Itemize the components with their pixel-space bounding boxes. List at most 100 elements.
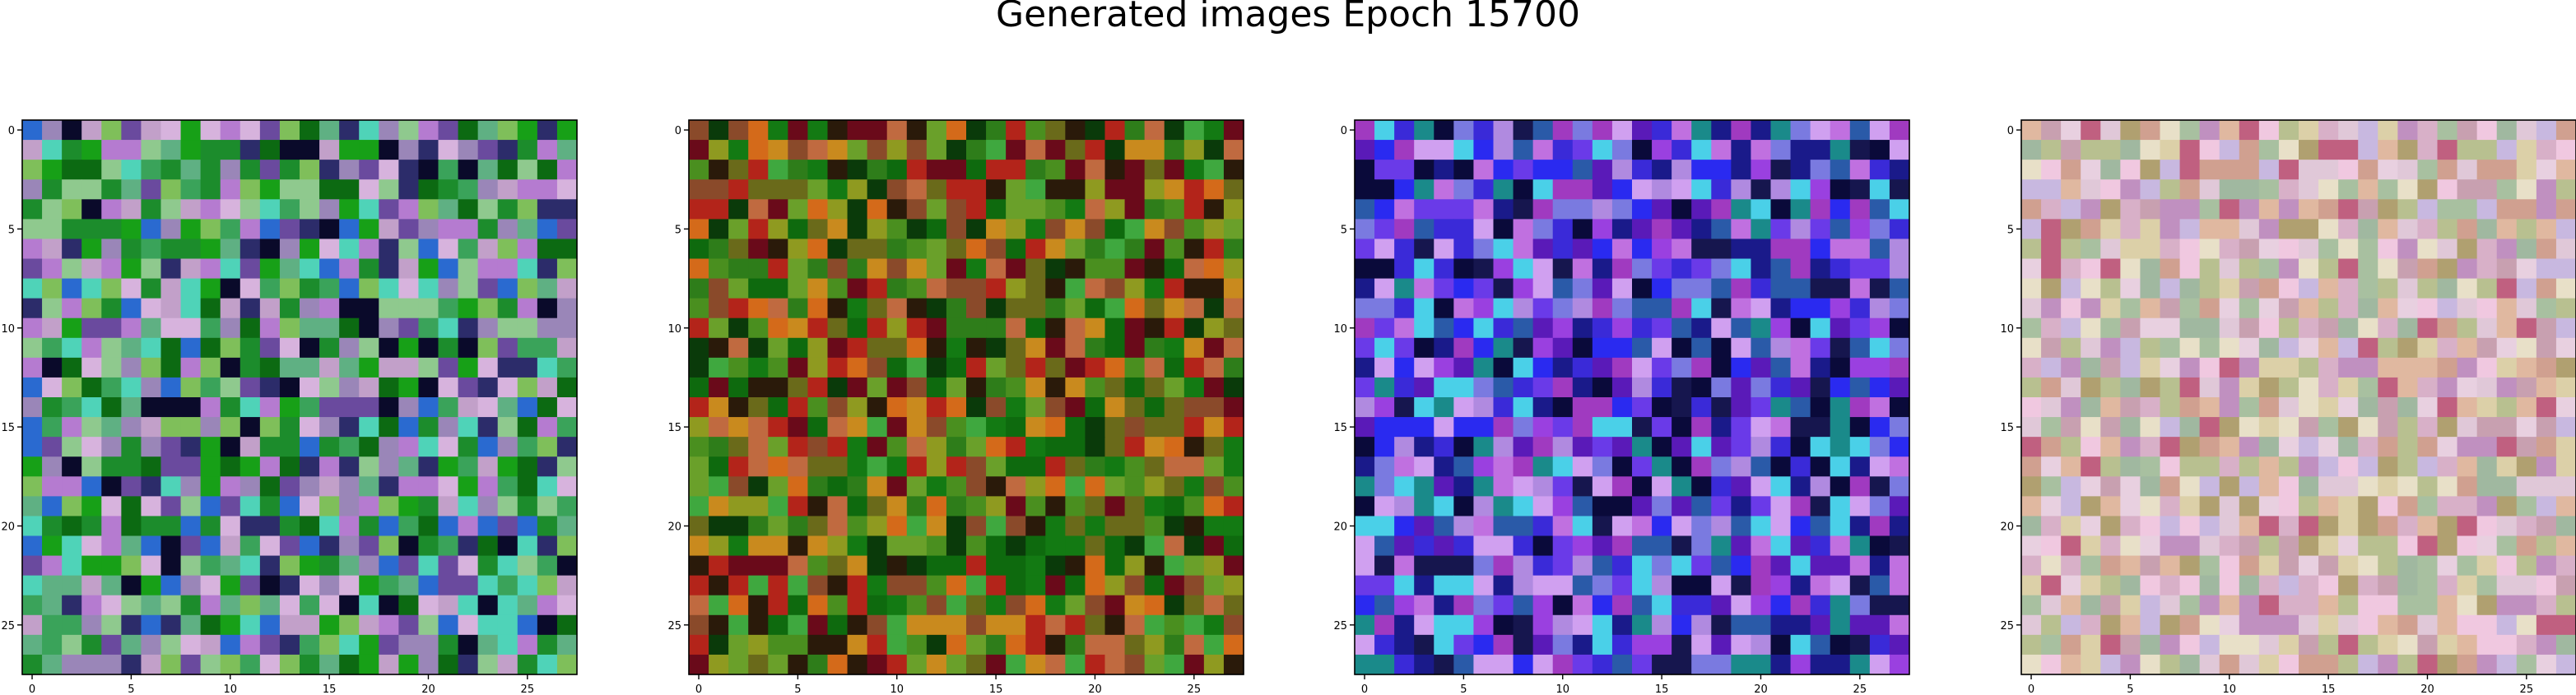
image-pixel [2299,476,2319,497]
image-pixel [359,397,379,418]
image-pixel [2397,417,2419,438]
image-pixel [926,535,947,557]
image-pixel [1869,516,1890,537]
image-pixel [2021,516,2042,537]
image-pixel [1632,555,1653,577]
image-pixel [1124,298,1146,319]
image-pixel [438,317,459,339]
image-pixel [2021,179,2042,200]
image-pixel [2457,654,2478,675]
image-pixel [319,476,340,497]
image-pixel [1552,654,1574,675]
image-pixel [768,219,788,240]
image-pixel [2140,575,2161,596]
image-pixel [1691,298,1712,319]
image-pixel [2140,437,2161,457]
image-pixel [1164,634,1185,656]
image-pixel [728,437,749,457]
image-pixel [2378,258,2398,280]
image-pixel [768,199,788,220]
image-pixel [2496,337,2518,359]
image-pixel [121,437,142,457]
image-pixel [1065,456,1086,477]
image-pixel [1493,160,1514,180]
image-pixel [1374,278,1395,299]
image-pixel [2457,397,2478,418]
image-pixel [200,160,221,180]
image-pixel [1414,219,1434,240]
image-pixel [339,634,360,656]
image-pixel [1830,476,1851,497]
image-pixel [1770,516,1792,537]
image-pixel [1355,140,1375,160]
image-pixel [2278,516,2299,537]
image-pixel [2179,535,2201,557]
image-pixel [2140,634,2161,656]
image-pixel [1532,120,1554,141]
image-pixel [1711,595,1732,616]
image-pixel [966,179,987,200]
image-pixel [477,535,499,557]
image-pixel [180,357,202,378]
image-pixel [2358,278,2378,299]
image-pixel [180,595,202,616]
image-pixels [689,120,1244,675]
image-pixel [1711,160,1732,180]
image-pixel [2536,496,2557,517]
image-pixel [2417,397,2439,418]
image-pixel [1869,417,1890,438]
image-pixel [768,357,788,378]
image-pixel [788,298,809,319]
image-pixel [537,654,558,675]
image-pixel [2041,140,2062,160]
image-pixel [986,456,1007,477]
image-pixel [1183,140,1205,160]
image-pixel [986,614,1007,636]
image-pixel [121,239,142,260]
image-pixel [966,219,987,240]
image-pixel [556,654,578,675]
image-pixel [1183,160,1205,180]
image-pixel [1889,258,1910,280]
image-pixel [1355,496,1375,517]
image-pixel [200,239,221,260]
image-pixel [1592,179,1613,200]
image-pixel [728,377,749,398]
image-pixel [458,298,479,319]
image-pixel [2239,634,2260,656]
image-pixel [2358,614,2378,636]
image-pixel [1731,575,1752,596]
image-pixel [1355,614,1375,636]
image-pixel [1672,317,1692,339]
image-pixel [847,199,868,220]
image-pixel [81,555,102,577]
image-pixel [2061,614,2081,636]
image-pixel [2100,298,2121,319]
y-tick-label: 20 [2000,521,2014,533]
image-pixel [418,634,439,656]
image-pixel [1355,337,1375,359]
image-pixel [827,298,849,319]
image-pixel [160,160,182,180]
image-pixel [2239,239,2260,260]
image-pixel [1124,397,1146,418]
image-pixel [556,476,578,497]
image-pixel [2219,357,2240,378]
image-pixel [300,199,320,220]
image-pixel [379,456,399,477]
y-tick-label: 15 [1,422,15,434]
image-pixel [847,239,868,260]
image-pixel [1611,199,1633,220]
image-pixel [1164,614,1185,636]
image-pixel [1770,397,1792,418]
image-pixel [81,437,102,457]
image-pixel [1374,516,1395,537]
image-pixel [1164,199,1185,220]
image-pixel [239,397,261,418]
image-pixel [986,555,1007,577]
image-pixel [2100,258,2121,280]
image-pixel [1124,317,1146,339]
image-pixel [121,595,142,616]
image-pixel [2318,337,2339,359]
image-pixel [2199,417,2220,438]
